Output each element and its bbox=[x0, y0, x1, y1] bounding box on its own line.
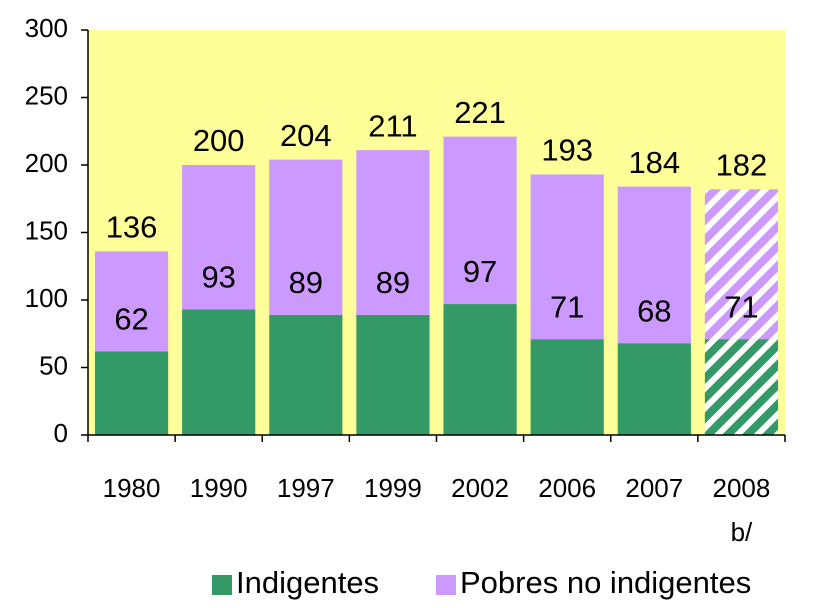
bar-segment bbox=[617, 343, 691, 435]
bar-segment bbox=[182, 309, 256, 435]
legend-swatch bbox=[212, 575, 232, 595]
bar-segment bbox=[356, 314, 430, 435]
x-tick-label: 2007 bbox=[625, 473, 683, 503]
y-tick-label: 50 bbox=[39, 350, 68, 380]
bar-segment bbox=[94, 251, 169, 352]
y-tick-label: 200 bbox=[25, 148, 68, 178]
bar-segment bbox=[269, 159, 343, 315]
bar-segment bbox=[356, 150, 430, 315]
x-tick-label: 2008 b/ bbox=[713, 473, 771, 547]
value-label: 62 bbox=[114, 301, 148, 336]
value-label: 89 bbox=[376, 265, 410, 300]
legend-label: Pobres no indigentes bbox=[460, 565, 751, 600]
bar-segment bbox=[443, 304, 517, 435]
total-label: 204 bbox=[280, 118, 332, 153]
bar-segment bbox=[182, 165, 256, 310]
bar-segment bbox=[704, 339, 779, 435]
value-label: 71 bbox=[550, 289, 584, 324]
bar-segment bbox=[704, 189, 779, 340]
bar-segment bbox=[617, 186, 691, 344]
total-label: 182 bbox=[716, 147, 768, 182]
y-tick-label: 250 bbox=[25, 80, 68, 110]
y-tick-label: 150 bbox=[25, 215, 68, 245]
bar-segment bbox=[269, 314, 343, 435]
total-label: 184 bbox=[628, 145, 680, 180]
value-label: 97 bbox=[463, 254, 497, 289]
legend-swatch bbox=[436, 575, 456, 595]
total-label: 193 bbox=[541, 133, 593, 168]
x-tick-label: 2006 bbox=[538, 473, 596, 503]
total-label: 221 bbox=[454, 95, 506, 130]
x-tick-label: 1990 bbox=[190, 473, 248, 503]
x-tick-label: 1980 bbox=[103, 473, 161, 503]
bar-segment bbox=[530, 174, 604, 340]
y-tick-label: 0 bbox=[54, 418, 68, 448]
total-label: 211 bbox=[368, 108, 417, 143]
x-tick-label: 1999 bbox=[364, 473, 422, 503]
x-tick-label: 1997 bbox=[277, 473, 335, 503]
bar-segment bbox=[94, 351, 169, 435]
value-label: 71 bbox=[724, 289, 758, 324]
value-label: 93 bbox=[201, 260, 235, 295]
total-label: 136 bbox=[106, 210, 158, 245]
bar-segment bbox=[443, 136, 517, 305]
x-tick-label: 2002 bbox=[451, 473, 509, 503]
y-tick-label: 300 bbox=[25, 13, 68, 43]
total-label: 200 bbox=[193, 123, 245, 158]
value-label: 89 bbox=[289, 265, 323, 300]
bar-segment bbox=[530, 339, 604, 435]
y-tick-label: 100 bbox=[25, 283, 68, 313]
legend-label: Indigentes bbox=[236, 565, 379, 600]
value-label: 68 bbox=[637, 293, 671, 328]
